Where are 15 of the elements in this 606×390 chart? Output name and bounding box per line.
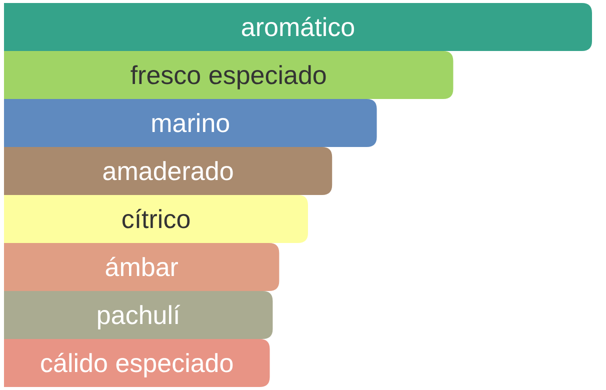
bar (4, 99, 377, 147)
y-tick-label: ámbar (104, 252, 179, 282)
bar (4, 51, 454, 99)
y-tick-label: marino (150, 108, 230, 138)
bar (4, 195, 308, 243)
y-tick-label: fresco especiado (130, 60, 327, 90)
bar (4, 3, 592, 51)
bar (4, 243, 280, 291)
y-tick-label: amaderado (102, 156, 234, 186)
y-tick-label: pachulí (96, 300, 182, 330)
y-tick-label: cítrico (121, 204, 191, 234)
y-tick-label: aromático (240, 12, 356, 42)
bar (4, 147, 332, 195)
y-tick-label: cálido especiado (40, 348, 234, 378)
bar (4, 291, 273, 339)
